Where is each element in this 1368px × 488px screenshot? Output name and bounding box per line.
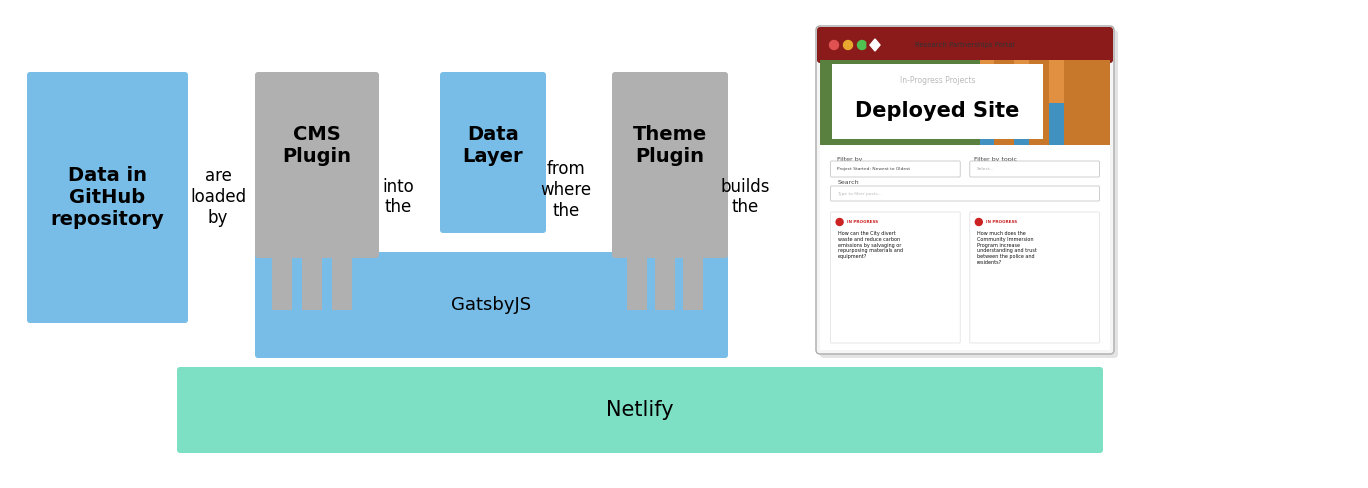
Circle shape	[867, 37, 882, 53]
Text: Research Partnerships Portal: Research Partnerships Portal	[915, 42, 1015, 48]
FancyBboxPatch shape	[970, 212, 1100, 343]
Text: builds
the: builds the	[720, 178, 770, 216]
FancyBboxPatch shape	[970, 161, 1100, 177]
Text: GatsbyJS: GatsbyJS	[451, 296, 532, 314]
FancyBboxPatch shape	[27, 72, 187, 323]
Text: Type to filter posts...: Type to filter posts...	[837, 192, 882, 196]
Polygon shape	[870, 39, 880, 51]
FancyBboxPatch shape	[830, 186, 1100, 201]
Text: Filter by topic: Filter by topic	[974, 157, 1016, 162]
Bar	[819, 145, 1109, 350]
Circle shape	[829, 41, 839, 49]
Text: How much does the
Community Immersion
Program increase
understanding and trust
b: How much does the Community Immersion Pr…	[977, 231, 1037, 265]
Bar	[832, 64, 1044, 139]
Bar	[332, 255, 352, 310]
FancyBboxPatch shape	[817, 27, 1114, 63]
Text: In-Progress Projects: In-Progress Projects	[900, 76, 975, 85]
Bar	[819, 30, 1109, 60]
Text: are
loaded
by: are loaded by	[190, 167, 246, 227]
FancyBboxPatch shape	[176, 367, 1103, 453]
Bar	[979, 60, 995, 102]
Bar	[627, 255, 647, 310]
Circle shape	[858, 41, 866, 49]
FancyBboxPatch shape	[819, 30, 1118, 358]
Circle shape	[844, 41, 852, 49]
Text: Deployed Site: Deployed Site	[855, 101, 1019, 121]
Text: into
the: into the	[382, 178, 415, 216]
Text: Project Started: Newest to Oldest: Project Started: Newest to Oldest	[837, 167, 911, 171]
Text: Data
Layer: Data Layer	[462, 124, 524, 165]
FancyBboxPatch shape	[830, 161, 960, 177]
FancyBboxPatch shape	[254, 252, 728, 358]
Bar	[1014, 102, 1029, 145]
FancyBboxPatch shape	[611, 72, 728, 258]
Text: from
where
the: from where the	[540, 160, 591, 220]
Bar	[683, 255, 703, 310]
FancyBboxPatch shape	[254, 72, 379, 258]
Bar	[819, 60, 979, 145]
Circle shape	[836, 219, 843, 225]
FancyBboxPatch shape	[830, 212, 960, 343]
Text: CMS
Plugin: CMS Plugin	[283, 124, 352, 165]
Bar	[655, 255, 674, 310]
Text: Netlify: Netlify	[606, 400, 674, 420]
Text: How can the City divert
waste and reduce carbon
emissions by salvaging or
repurp: How can the City divert waste and reduce…	[837, 231, 903, 259]
Text: Select...: Select...	[977, 167, 995, 171]
Bar	[979, 60, 1109, 145]
Circle shape	[975, 219, 982, 225]
Bar	[302, 255, 321, 310]
Bar	[1049, 60, 1063, 102]
FancyBboxPatch shape	[440, 72, 546, 233]
Text: IN PROGRESS: IN PROGRESS	[847, 220, 878, 224]
FancyBboxPatch shape	[815, 26, 1114, 354]
Text: Filter by: Filter by	[837, 157, 863, 162]
Text: Search: Search	[837, 181, 859, 185]
Bar	[272, 255, 291, 310]
Bar	[979, 102, 995, 145]
Text: Theme
Plugin: Theme Plugin	[633, 124, 707, 165]
Text: Data in
GitHub
repository: Data in GitHub repository	[51, 166, 164, 229]
Bar	[1049, 102, 1063, 145]
Text: IN PROGRESS: IN PROGRESS	[986, 220, 1016, 224]
Bar	[1014, 60, 1029, 102]
